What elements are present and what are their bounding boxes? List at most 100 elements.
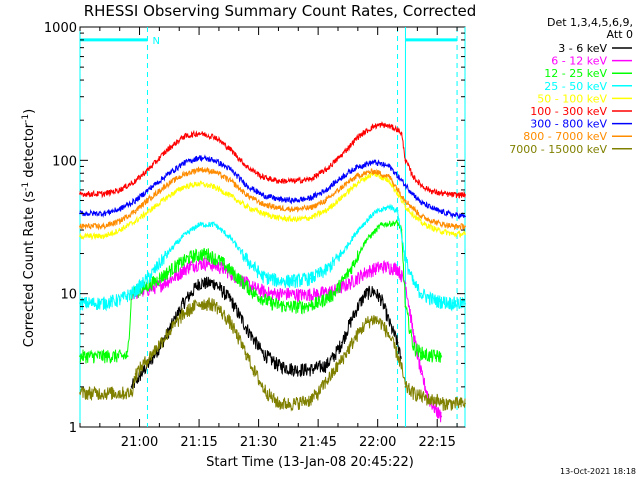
series-6-point-2 — [118, 208, 121, 211]
series-0-point-6 — [214, 282, 216, 285]
series-3-point-0 — [79, 302, 81, 304]
series-1-point-18 — [404, 282, 407, 285]
x-tick-label-4: 22:00 — [359, 435, 396, 450]
series-3-point-7 — [198, 223, 200, 226]
series-2-point-21 — [404, 305, 407, 308]
series-4-point-17 — [356, 181, 359, 184]
series-4-point-3 — [134, 220, 137, 223]
series-7-point-0 — [79, 225, 81, 228]
series-5-point-4 — [150, 165, 153, 168]
series-5-point-14 — [309, 178, 312, 181]
series-5-point-11 — [261, 176, 264, 178]
footer-timestamp: 13-Oct-2021 18:18 — [560, 467, 636, 476]
series-7-point-21 — [420, 215, 423, 218]
series-3-point-18 — [372, 212, 375, 215]
series-2-point-10 — [253, 292, 256, 295]
series-7-point-9 — [229, 180, 232, 182]
series-3-point-20 — [396, 209, 399, 212]
series-8-point-30 — [420, 395, 423, 398]
series-8-point-34 — [464, 402, 466, 405]
series-1-point-22 — [436, 410, 439, 413]
series-2-point-17 — [364, 239, 367, 242]
series-6-point-3 — [134, 199, 137, 202]
series-3-point-21 — [404, 258, 407, 261]
series-8-point-3 — [150, 353, 153, 356]
legend-label-2: 12 - 25 keV — [544, 67, 607, 80]
series-4-point-13 — [293, 218, 296, 221]
series-7-point-5 — [166, 183, 169, 186]
series-2-point-4 — [158, 277, 161, 280]
series-3-point-22 — [412, 282, 415, 285]
y-axis-label: Corrected Count Rate (s-1 detector-1) — [21, 109, 37, 347]
series-0-point-15 — [341, 341, 343, 344]
series-5-point-28 — [452, 194, 454, 196]
series-1-point-5 — [206, 262, 208, 264]
series-8-point-19 — [341, 358, 343, 361]
x-tick-label-5: 22:15 — [418, 435, 455, 450]
series-8-point-17 — [325, 380, 327, 383]
series-6-point-23 — [452, 213, 454, 216]
series-line-7 — [79, 166, 466, 231]
series-2-point-7 — [206, 252, 208, 255]
series-5-point-20 — [388, 125, 391, 128]
series-6-point-10 — [245, 184, 248, 187]
series-2-point-18 — [380, 223, 383, 226]
y-tick-label-2: 100 — [52, 154, 77, 169]
series-4-point-21 — [420, 221, 423, 224]
series-1-point-20 — [420, 373, 423, 375]
series-3-point-19 — [388, 205, 391, 208]
series-7-point-14 — [309, 206, 312, 209]
series-3-point-17 — [356, 229, 359, 231]
series-3-point-10 — [245, 258, 248, 261]
series-7-point-19 — [388, 176, 391, 178]
series-6-point-16 — [341, 176, 343, 178]
series-8-point-25 — [388, 335, 391, 338]
series-0-point-12 — [309, 368, 312, 371]
series-6-point-13 — [293, 199, 296, 202]
series-0-point-20 — [380, 298, 383, 301]
series-8-point-4 — [166, 332, 169, 335]
series-1-point-12 — [317, 292, 320, 295]
series-5-point-3 — [134, 180, 137, 182]
series-4-point-4 — [150, 208, 153, 211]
series-2-point-26 — [440, 355, 443, 358]
series-6-point-12 — [277, 198, 280, 201]
x-tick-label-2: 21:30 — [240, 435, 277, 450]
series-3-point-1 — [102, 302, 105, 304]
series-2-point-9 — [237, 277, 240, 280]
series-8-point-8 — [229, 322, 232, 325]
series-8-point-33 — [440, 402, 443, 405]
series-4-point-16 — [341, 196, 343, 198]
series-6-point-22 — [436, 209, 439, 212]
series-7-point-8 — [214, 170, 216, 173]
series-2-point-19 — [396, 221, 399, 224]
series-0-point-11 — [293, 368, 296, 371]
series-2-point-13 — [301, 305, 304, 308]
series-4-point-11 — [261, 212, 264, 215]
legend-label-6: 300 - 800 keV — [530, 118, 607, 131]
series-8-point-22 — [364, 322, 367, 325]
series-0-point-13 — [325, 364, 327, 367]
series-8-point-20 — [348, 345, 351, 348]
series-2-point-0 — [79, 355, 81, 358]
series-5-point-6 — [182, 135, 185, 138]
series-0-point-9 — [261, 351, 264, 354]
series-4-point-6 — [182, 186, 185, 188]
legend-label-5: 100 - 300 keV — [530, 105, 607, 118]
series-5-point-17 — [356, 135, 359, 138]
series-4-point-19 — [388, 180, 391, 182]
series-7-point-18 — [372, 170, 375, 173]
series-8-point-16 — [317, 392, 320, 394]
series-6-point-15 — [325, 189, 327, 191]
legend-header-detectors: Det 1,3,4,5,6,9, — [547, 16, 633, 29]
series-8-point-23 — [372, 317, 375, 320]
series-2-point-25 — [436, 355, 439, 358]
series-6-point-4 — [150, 186, 153, 188]
series-4-point-9 — [229, 195, 232, 197]
series-0-point-7 — [229, 298, 232, 301]
x-axis: 21:00 21:15 21:30 21:45 22:00 22:15 — [79, 27, 458, 450]
series-4-point-5 — [166, 196, 169, 198]
series-0-point-1 — [138, 375, 141, 378]
series-0-point-22 — [396, 341, 399, 344]
series-0-point-5 — [198, 282, 200, 285]
